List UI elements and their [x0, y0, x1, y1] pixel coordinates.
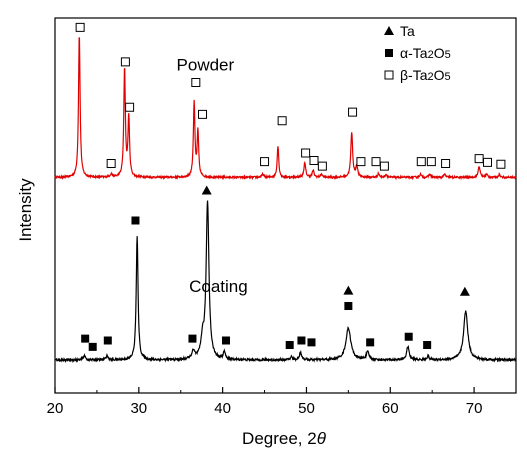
- coating-curve-marker-filled-square: [285, 341, 294, 349]
- powder-curve-marker-open-square: [198, 109, 208, 119]
- powder-curve-marker-open-square: [277, 116, 287, 126]
- legend-label-part: 2: [428, 49, 434, 61]
- legend-label-part: Ta: [413, 45, 428, 61]
- legend-label-part: α-: [400, 45, 413, 61]
- coating-curve-marker-filled-triangle: [343, 285, 354, 295]
- powder-curve-marker-open-square: [348, 107, 358, 117]
- powder-curve-marker-open-square: [191, 78, 201, 87]
- legend-label-part: O: [434, 45, 445, 61]
- powder-curve-marker-open-square: [317, 161, 327, 171]
- powder-curve-marker-open-square: [371, 157, 381, 167]
- x-tick-label: 70: [466, 400, 483, 417]
- x-tick-layer: 20 30 40 50 60 70: [47, 387, 483, 417]
- x-tick-label: 50: [298, 400, 315, 417]
- powder-curve-marker-open-square: [483, 157, 493, 167]
- powder-curve-marker-open-square: [356, 157, 366, 167]
- powder-curve-marker-open-square: [496, 159, 506, 169]
- powder-curve-marker-open-square: [75, 22, 85, 32]
- y-axis-label: Intensity: [16, 178, 35, 242]
- legend-marker-filled-square: [385, 49, 393, 57]
- x-tick-label: 60: [382, 400, 399, 417]
- powder-curve-marker-open-square: [120, 57, 130, 67]
- powder-curve: [54, 37, 517, 181]
- coating-curve-marker-filled-square: [297, 336, 306, 345]
- powder-curve-marker-open-square: [426, 157, 436, 167]
- legend-label-part: 5: [445, 49, 451, 61]
- x-tick-label: 40: [214, 400, 231, 417]
- powder-curve-marker-open-square: [301, 148, 311, 158]
- powder-curve-marker-open-square: [309, 156, 319, 165]
- coating-curve: [54, 200, 517, 364]
- coating-curve-marker-filled-triangle: [459, 286, 470, 296]
- legend-label: Ta: [400, 23, 415, 39]
- annotation-powder: Powder: [177, 56, 235, 75]
- legend-marker-filled-triangle: [384, 26, 394, 35]
- coating-curve-marker-filled-square: [103, 336, 112, 345]
- powder-curve-marker-open-square: [106, 159, 116, 168]
- powder-curve-marker-open-square: [125, 102, 135, 112]
- powder-curve-marker-open-square: [416, 157, 426, 167]
- x-tick-label: 20: [47, 400, 64, 417]
- legend-label: β-Ta2O5: [400, 67, 451, 83]
- legend-label-part: Ta: [413, 67, 428, 83]
- annotation-layer: Powder Coating: [177, 56, 248, 296]
- powder-curve-marker-open-square: [260, 157, 270, 167]
- coating-curve-marker-filled-square: [404, 332, 413, 341]
- coating-curve-marker-filled-square: [81, 334, 90, 343]
- x-axis-label-main: Degree, 2: [242, 429, 317, 448]
- coating-curve-marker-filled-square: [344, 302, 353, 310]
- x-axis-label-symbol: θ: [317, 429, 327, 448]
- coating-curve-marker-filled-square: [307, 338, 316, 347]
- coating-curve-marker-filled-square: [131, 216, 140, 225]
- legend-label-part: 5: [445, 71, 451, 83]
- coating-curve-marker-filled-square: [366, 338, 375, 347]
- coating-curve-marker-filled-triangle: [201, 185, 212, 195]
- series-layer: [54, 37, 517, 364]
- legend-label-part: O: [434, 67, 445, 83]
- x-axis-label: Degree, 2θ: [242, 429, 327, 448]
- x-tick-label: 30: [130, 400, 147, 417]
- annotation-coating: Coating: [189, 277, 248, 296]
- coating-curve-marker-filled-square: [423, 341, 432, 349]
- coating-curve-marker-filled-square: [88, 342, 97, 351]
- legend-label-part: 2: [428, 71, 434, 83]
- coating-curve-marker-filled-square: [221, 336, 230, 345]
- plot-border: [54, 17, 517, 394]
- marker-layer: [75, 22, 506, 351]
- legend-label-part: β-: [400, 67, 413, 83]
- powder-curve-marker-open-square: [379, 161, 389, 171]
- powder-curve-marker-open-square: [441, 159, 451, 168]
- legend-marker-open-square: [384, 70, 394, 80]
- legend-label-part: Ta: [400, 23, 415, 39]
- plot-frame: [54, 17, 517, 394]
- coating-curve-marker-filled-square: [188, 334, 197, 343]
- powder-curve-marker-open-square: [474, 154, 484, 164]
- legend-label: α-Ta2O5: [400, 45, 451, 61]
